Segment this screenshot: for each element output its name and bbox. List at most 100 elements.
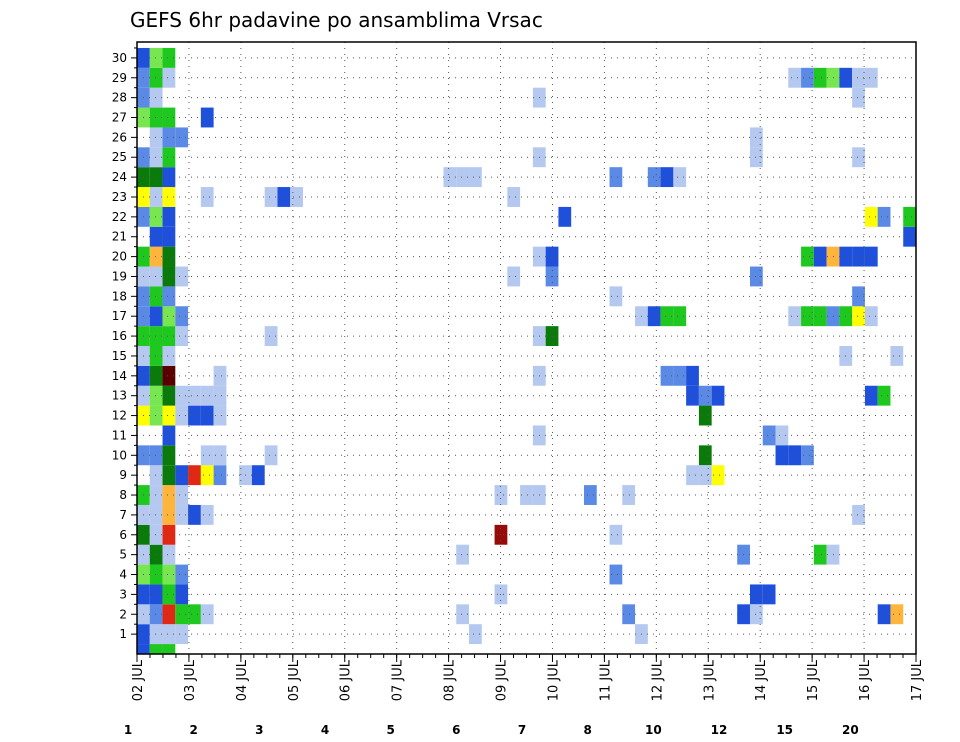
y-tick-label: 13 [112, 389, 127, 403]
y-tick-label: 22 [112, 210, 127, 224]
heatmap-cell [162, 644, 176, 654]
heatmap-cell [213, 385, 227, 406]
heatmap-cell [852, 87, 865, 108]
y-tick-label: 29 [112, 71, 127, 85]
heatmap-cell [801, 67, 814, 88]
x-tick-label: 13 JUL [702, 659, 717, 701]
y-tick-label: 18 [112, 289, 127, 303]
legend-threshold-label: 15 [776, 723, 793, 737]
y-tick-label: 1 [119, 627, 127, 641]
heatmap-cell [647, 167, 661, 188]
heatmap-cell [775, 445, 789, 466]
heatmap-cell [149, 67, 163, 88]
heatmap-cell [149, 107, 163, 128]
heatmap-cell [200, 187, 214, 207]
heatmap-cell [162, 504, 176, 525]
heatmap-cell [213, 465, 227, 486]
heatmap-cell [213, 445, 227, 466]
heatmap-cell [162, 425, 176, 446]
heatmap-cell [469, 167, 482, 188]
heatmap-cell [762, 425, 776, 446]
heatmap-cell [456, 167, 470, 188]
legend-threshold-label: 12 [711, 723, 728, 737]
heatmap-cell [277, 187, 291, 207]
heatmap-cell [149, 624, 163, 645]
heatmap-cell [162, 445, 176, 466]
heatmap-cell [903, 206, 916, 227]
heatmap-cell [162, 246, 176, 267]
heatmap-cell [813, 67, 827, 88]
heatmap-cell [290, 187, 304, 207]
heatmap-cell [749, 127, 763, 148]
heatmap-cell [149, 544, 163, 565]
heatmap-cell [200, 405, 214, 426]
heatmap-cell [852, 286, 865, 307]
heatmap-cell [162, 147, 176, 168]
x-tick-label: 10 JUL [546, 659, 561, 701]
heatmap-cell [698, 405, 712, 426]
heatmap-cell [622, 604, 636, 625]
heatmap-cell [162, 266, 176, 287]
heatmap-cell [175, 485, 189, 505]
heatmap-cell [864, 67, 878, 88]
heatmap-cell [200, 604, 214, 625]
heatmap-cell [864, 246, 878, 267]
heatmap-cell [162, 286, 176, 307]
heatmap-cell [175, 564, 189, 585]
heatmap-cell [583, 485, 597, 505]
heatmap-cell [813, 306, 827, 327]
heatmap-cell [520, 485, 533, 505]
heatmap-cell [609, 524, 623, 545]
heatmap-cell [788, 67, 802, 88]
y-tick-label: 8 [119, 488, 127, 502]
heatmap-cell [609, 286, 623, 307]
heatmap-cell [749, 266, 763, 287]
heatmap-cell [149, 385, 163, 406]
heatmap-cell [149, 346, 163, 366]
heatmap-cell [749, 584, 763, 605]
heatmap-cell [149, 226, 163, 247]
legend-threshold-label: 3 [255, 723, 263, 737]
heatmap-cell [660, 365, 674, 386]
y-tick-label: 3 [119, 587, 127, 601]
y-tick-label: 9 [119, 468, 127, 482]
heatmap-cell [162, 385, 176, 406]
heatmap-cell [149, 365, 163, 386]
heatmap-cell [149, 524, 163, 545]
heatmap-cell [801, 445, 814, 466]
heatmap-cell [162, 107, 176, 128]
x-tick-label: 03 JUL [183, 659, 198, 701]
heatmap-cell [251, 465, 265, 486]
y-tick-label: 17 [112, 309, 127, 323]
heatmap-cell [686, 385, 699, 406]
heatmap-cell [877, 385, 891, 406]
heatmap-cell [698, 445, 712, 466]
heatmap-cell [149, 87, 163, 108]
heatmap-cell [507, 187, 521, 207]
y-tick-label: 5 [119, 548, 127, 562]
heatmap-cell [175, 465, 189, 486]
heatmap-cell [175, 624, 189, 645]
y-tick-label: 21 [112, 230, 127, 244]
heatmap-cell [801, 246, 814, 267]
heatmap-cells [137, 47, 916, 654]
legend-threshold-label: 20 [842, 723, 859, 737]
y-tick-label: 19 [112, 269, 127, 283]
legend-threshold-label: 1 [124, 723, 132, 737]
heatmap-cell [200, 385, 214, 406]
heatmap-cell [826, 67, 840, 88]
y-tick-label: 14 [112, 369, 127, 383]
heatmap-cell [162, 167, 176, 188]
y-tick-label: 10 [112, 448, 127, 462]
x-tick-label: 07 JUL [391, 659, 406, 701]
heatmap-cell [609, 167, 623, 188]
heatmap-cell [673, 365, 687, 386]
legend-threshold-label: 5 [386, 723, 394, 737]
heatmap-cell [149, 564, 163, 585]
x-axis: 02 JUL 03 JUL 04 JUL 05 JUL 06 JUL 07 JUL 08 J… [131, 654, 925, 701]
x-tick-label: 16 JUL [858, 659, 873, 701]
heatmap-cell [162, 187, 176, 207]
heatmap-cell [149, 604, 163, 625]
x-tick-label: 12 JUL [650, 659, 665, 701]
